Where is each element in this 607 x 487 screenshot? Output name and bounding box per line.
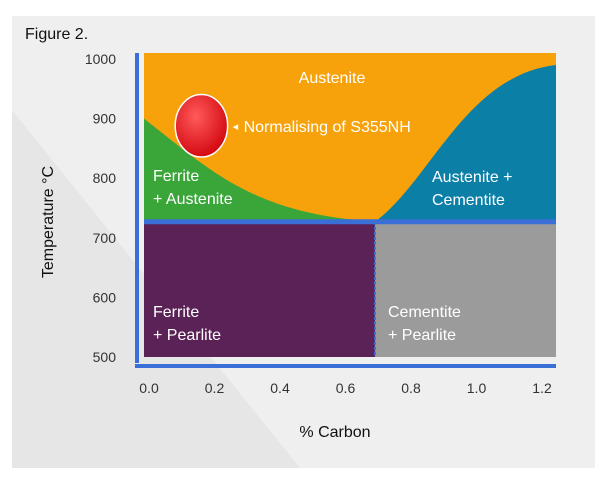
- y-tick-label: 1000: [85, 51, 116, 67]
- figure-label: Figure 2.: [25, 26, 88, 43]
- y-tick-label: 600: [93, 289, 117, 305]
- austenite-cementite-label: Austenite + Cementite: [432, 169, 517, 209]
- x-tick-label: 0.4: [270, 380, 290, 396]
- ferrite-pearlite-label-line1: Ferrite: [153, 304, 199, 321]
- ferrite-pearlite-label-line2: + Pearlite: [153, 327, 221, 344]
- x-tick-label: 1.2: [532, 380, 552, 396]
- cementite-pearlite-label-line1: Cementite: [388, 304, 461, 321]
- ferrite-austenite-label-line2: + Austenite: [153, 191, 233, 208]
- y-axis-title: Temperature °C: [40, 166, 57, 278]
- y-tick-label: 500: [93, 349, 117, 365]
- normalising-annotation-label: Normalising of S355NH: [244, 119, 411, 136]
- x-tick-label: 1.0: [467, 380, 487, 396]
- ferrite-pearlite-region: [144, 221, 375, 357]
- annotation-arrow-icon: ◂: [233, 121, 239, 133]
- x-tick-label: 0.0: [139, 380, 159, 396]
- ferrite-pearlite-label: Ferrite + Pearlite: [153, 304, 221, 344]
- cementite-pearlite-region: [374, 221, 556, 357]
- austenite-cementite-region: [374, 64, 556, 222]
- ferrite-austenite-label-line1: Ferrite: [153, 168, 199, 185]
- y-tick-label: 900: [93, 111, 117, 127]
- y-tick-labels: 1000 900 800 700 600 500: [85, 51, 116, 365]
- x-tick-label: 0.2: [205, 380, 225, 396]
- x-tick-label: 0.8: [401, 380, 421, 396]
- cementite-pearlite-label: Cementite + Pearlite: [388, 304, 465, 344]
- phase-regions: [144, 53, 556, 357]
- austenite-label: Austenite: [299, 70, 366, 87]
- austenite-cementite-label-line1: Austenite +: [432, 169, 513, 186]
- x-axis-title: % Carbon: [299, 424, 370, 441]
- ferrite-austenite-label: Ferrite + Austenite: [153, 168, 233, 208]
- normalising-marker: [174, 93, 229, 158]
- y-tick-label: 700: [93, 230, 117, 246]
- austenite-cementite-label-line2: Cementite: [432, 192, 505, 209]
- x-tick-label: 0.6: [336, 380, 356, 396]
- x-tick-labels: 0.0 0.2 0.4 0.6 0.8 1.0 1.2: [139, 380, 552, 396]
- ferrite-austenite-region: [144, 118, 375, 222]
- cementite-pearlite-label-line2: + Pearlite: [388, 327, 456, 344]
- y-tick-label: 800: [93, 170, 117, 186]
